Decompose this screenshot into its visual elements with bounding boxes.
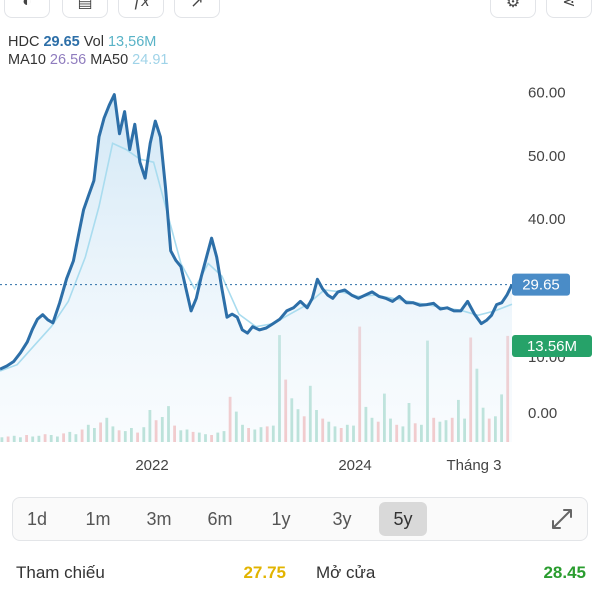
- range-5y[interactable]: 5y: [379, 502, 427, 536]
- time-tick: Tháng 3: [446, 457, 501, 474]
- time-tick: 2024: [338, 457, 371, 474]
- reference-value: 27.75: [243, 563, 286, 582]
- function-icon[interactable]: ƒx: [118, 0, 164, 18]
- vol-value: 13,56M: [107, 34, 157, 50]
- range-1m[interactable]: 1m: [85, 508, 111, 529]
- range-1d[interactable]: 1d: [26, 508, 48, 529]
- ma10-value: 26.56: [49, 52, 87, 68]
- time-tick: 2022: [135, 457, 168, 474]
- draw-icon[interactable]: ↗: [174, 0, 220, 18]
- reference-label: Tham chiếu: [16, 563, 105, 582]
- candle-icon[interactable]: ▤: [62, 0, 108, 18]
- range-1y[interactable]: 1y: [271, 508, 291, 529]
- open-label: Mở cửa: [316, 563, 376, 582]
- ma10-line: [0, 142, 513, 372]
- range-3m[interactable]: 3m: [146, 508, 172, 529]
- volume-tick: 0.00: [528, 405, 557, 422]
- share-icon[interactable]: ⋖: [546, 0, 592, 18]
- symbol-label: HDC: [8, 34, 40, 50]
- range-6m[interactable]: 6m: [207, 508, 233, 529]
- price-tick: 50.00: [528, 148, 566, 165]
- range-3y[interactable]: 3y: [332, 508, 352, 529]
- last-price-badge: 29.65: [512, 273, 570, 296]
- range-selector: 1d 1m 3m 6m 1y 3y 5y: [12, 497, 588, 541]
- price-line: [0, 93, 514, 371]
- chart-legend: HDC 29.65 Vol 13,56M MA10 26.56 MA50 24.…: [8, 33, 168, 69]
- gear-icon[interactable]: ⚙: [490, 0, 536, 18]
- price-tick: 40.00: [528, 211, 566, 228]
- expand-icon[interactable]: [549, 506, 575, 532]
- price-tick: 60.00: [528, 85, 566, 102]
- top-toolbar: ◐ ▤ ƒx ↗ ⚙ ⋖: [0, 0, 600, 24]
- ma10-label: MA10: [8, 52, 46, 68]
- indicator-icon[interactable]: ◐: [4, 0, 50, 18]
- time-axis: 2022 2024 Tháng 3: [135, 457, 501, 474]
- ma50-label: MA50: [90, 52, 129, 68]
- last-volume-badge: 13.56M: [512, 335, 592, 357]
- price-value: 29.65: [43, 34, 80, 50]
- svg-text:29.65: 29.65: [522, 277, 560, 294]
- vol-label: Vol: [83, 34, 104, 50]
- svg-text:13.56M: 13.56M: [527, 338, 577, 355]
- reference-price: Tham chiếu 27.75: [16, 563, 286, 583]
- open-price: Mở cửa 28.45: [316, 563, 586, 583]
- open-value: 28.45: [543, 563, 586, 582]
- ma50-value: 24.91: [132, 52, 169, 68]
- price-area: [0, 94, 512, 442]
